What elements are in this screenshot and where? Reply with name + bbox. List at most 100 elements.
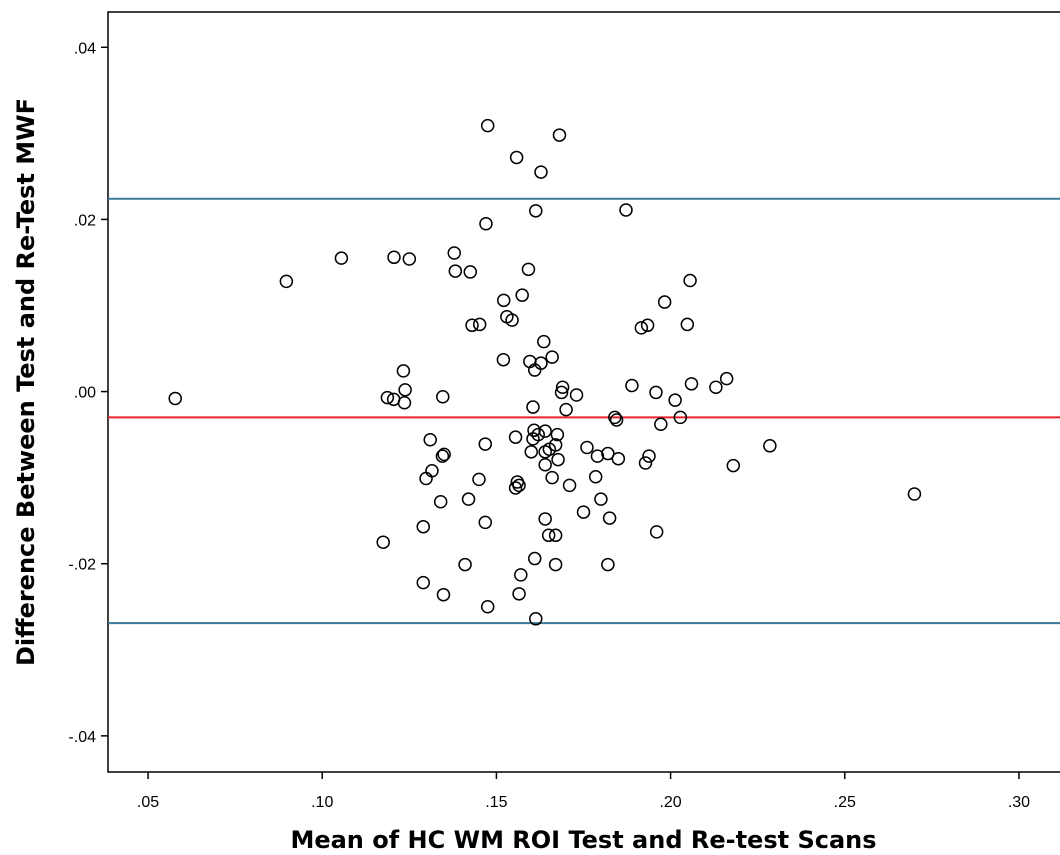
data-point bbox=[472, 472, 486, 487]
data-point bbox=[726, 458, 741, 473]
data-point bbox=[387, 250, 401, 265]
data-point bbox=[601, 557, 615, 572]
data-point bbox=[447, 246, 462, 260]
data-point bbox=[576, 505, 591, 519]
data-point bbox=[380, 390, 395, 405]
data-point bbox=[416, 519, 431, 534]
data-point bbox=[588, 470, 603, 484]
data-point bbox=[168, 391, 182, 406]
y-tick-label: -.04 bbox=[68, 729, 96, 746]
data-point bbox=[529, 612, 543, 626]
y-tick-label: -.02 bbox=[68, 557, 96, 574]
data-point bbox=[436, 389, 450, 404]
data-point bbox=[433, 494, 448, 509]
data-point bbox=[673, 410, 688, 425]
data-point bbox=[580, 440, 594, 455]
data-point bbox=[709, 380, 723, 395]
data-point bbox=[480, 118, 495, 133]
data-point bbox=[398, 383, 412, 397]
data-point bbox=[602, 511, 617, 525]
data-point bbox=[397, 396, 412, 410]
data-point bbox=[435, 449, 450, 463]
data-point bbox=[683, 273, 697, 288]
data-point bbox=[550, 427, 565, 442]
data-point bbox=[480, 599, 495, 614]
data-point bbox=[524, 445, 538, 459]
data-point bbox=[402, 252, 417, 266]
data-point bbox=[608, 410, 622, 425]
data-point bbox=[436, 587, 451, 602]
data-point bbox=[526, 432, 540, 446]
data-point bbox=[657, 295, 672, 309]
data-point bbox=[680, 317, 695, 332]
x-tick-label: .25 bbox=[834, 794, 856, 811]
x-tick-label: .20 bbox=[659, 794, 681, 811]
data-point bbox=[541, 528, 556, 543]
x-tick-label: .05 bbox=[137, 794, 159, 811]
data-point bbox=[423, 433, 437, 447]
data-point bbox=[668, 393, 682, 407]
data-point bbox=[472, 317, 487, 332]
data-point bbox=[512, 478, 526, 493]
data-point bbox=[654, 417, 668, 432]
data-point bbox=[551, 452, 565, 467]
data-point bbox=[562, 478, 577, 493]
y-axis-title: Difference Between Test and Re-Test MWF bbox=[12, 98, 40, 666]
x-axis: .05 .10 .15 .20 .25 .30 bbox=[137, 772, 1030, 811]
x-axis-title: Mean of HC WM ROI Test and Re-test Scans bbox=[290, 826, 876, 854]
data-points bbox=[168, 118, 922, 626]
data-point bbox=[642, 449, 656, 463]
data-point bbox=[634, 321, 649, 335]
data-point bbox=[458, 557, 472, 572]
x-tick-label: .10 bbox=[311, 794, 333, 811]
data-point bbox=[590, 449, 605, 463]
data-point bbox=[559, 402, 573, 417]
y-tick-label: .00 bbox=[74, 385, 96, 402]
plot-area bbox=[107, 11, 1060, 773]
data-point bbox=[552, 128, 567, 142]
x-tick-label: .15 bbox=[485, 794, 507, 811]
data-point bbox=[512, 587, 526, 601]
data-point bbox=[625, 378, 639, 393]
data-point bbox=[534, 165, 548, 179]
data-point bbox=[508, 430, 523, 444]
data-point bbox=[548, 528, 563, 543]
y-tick-label: .04 bbox=[74, 40, 96, 57]
data-point bbox=[521, 262, 536, 277]
data-point bbox=[527, 551, 542, 566]
data-point bbox=[684, 377, 699, 391]
data-point bbox=[601, 446, 615, 461]
reference-lines bbox=[108, 197, 1060, 625]
data-point bbox=[555, 380, 570, 395]
data-point bbox=[505, 313, 519, 327]
y-axis: -.04 -.02 .00 .02 .04 bbox=[68, 40, 108, 746]
data-point bbox=[376, 535, 390, 549]
data-point bbox=[396, 364, 411, 378]
data-point bbox=[478, 515, 493, 530]
data-point bbox=[334, 251, 349, 265]
data-point bbox=[569, 388, 584, 402]
data-point bbox=[548, 557, 563, 572]
data-point bbox=[611, 451, 626, 466]
data-point bbox=[527, 423, 541, 438]
data-point bbox=[461, 492, 476, 506]
data-point bbox=[509, 150, 524, 165]
data-point bbox=[508, 481, 523, 495]
data-point bbox=[419, 471, 433, 486]
data-point bbox=[496, 352, 511, 367]
data-point bbox=[907, 487, 922, 501]
data-point bbox=[279, 274, 294, 289]
data-point bbox=[478, 437, 493, 451]
data-point bbox=[479, 216, 493, 231]
data-point bbox=[649, 525, 664, 539]
data-point bbox=[448, 264, 463, 278]
data-point bbox=[619, 203, 633, 217]
data-point bbox=[545, 470, 559, 485]
data-point bbox=[640, 318, 655, 333]
data-point bbox=[545, 350, 559, 364]
data-point bbox=[538, 424, 552, 438]
data-point bbox=[437, 447, 451, 462]
data-point bbox=[649, 385, 663, 400]
y-tick-label: .02 bbox=[74, 212, 96, 229]
